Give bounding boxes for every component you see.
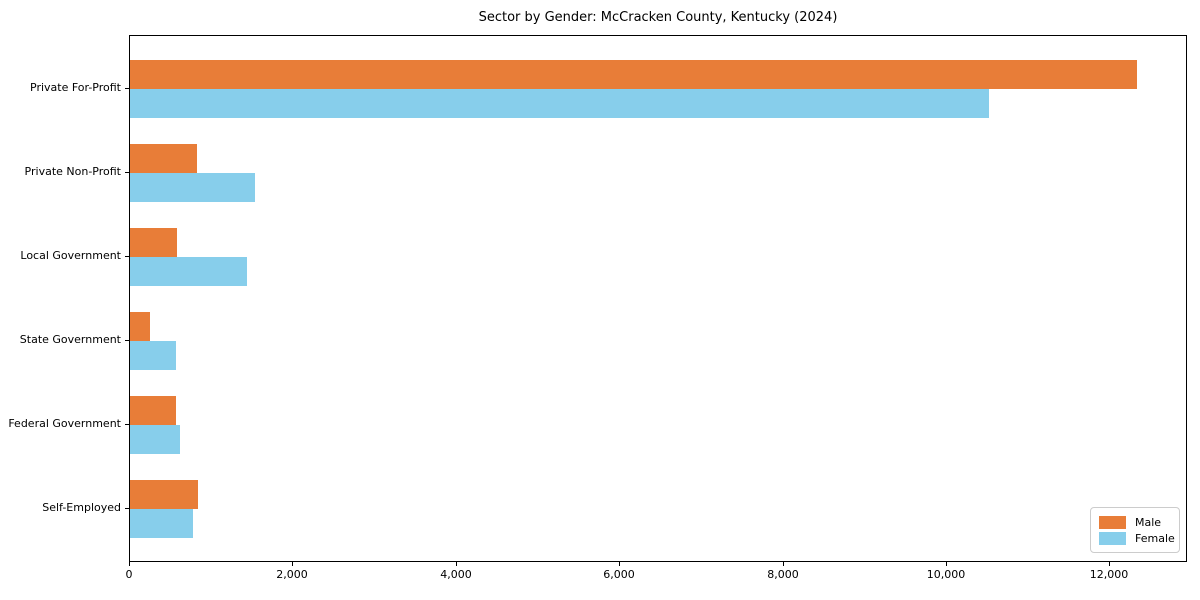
y-tick-mark [125,256,129,257]
y-tick-mark [125,340,129,341]
x-tick-mark [1109,562,1110,566]
x-tick-label-2000: 2,000 [276,568,308,581]
bar-female-federal-government [130,425,180,454]
x-tick-label-8000: 8,000 [767,568,799,581]
x-tick-mark [456,562,457,566]
y-tick-label-state-government: State Government [19,333,121,346]
plot-area [129,35,1187,562]
legend-swatch-male [1099,516,1126,529]
x-tick-mark [783,562,784,566]
legend-label-female: Female [1135,532,1175,545]
y-tick-label-federal-government: Federal Government [8,417,121,430]
bar-female-private-for-profit [130,89,989,118]
legend: Male Female [1090,507,1180,553]
bar-female-state-government [130,341,176,370]
x-tick-mark [292,562,293,566]
x-tick-label-10000: 10,000 [926,568,966,581]
x-tick-mark [129,562,130,566]
x-tick-label-12000: 12,000 [1089,568,1129,581]
bar-male-private-for-profit [130,60,1137,89]
bar-male-state-government [130,312,150,341]
y-tick-label-self-employed: Self-Employed [42,501,121,514]
y-tick-mark [125,172,129,173]
bar-female-local-government [130,257,247,286]
y-tick-mark [125,88,129,89]
bar-male-local-government [130,228,177,257]
x-tick-mark [946,562,947,566]
x-tick-label-4000: 4,000 [440,568,472,581]
bar-female-self-employed [130,509,193,538]
legend-entry-female: Female [1099,531,1175,546]
legend-swatch-female [1099,532,1126,545]
legend-label-male: Male [1135,516,1162,529]
bar-male-private-non-profit [130,144,197,173]
x-tick-mark [619,562,620,566]
y-tick-label-local-government: Local Government [20,249,121,262]
legend-entry-male: Male [1099,515,1171,530]
x-tick-label-0: 0 [125,568,133,581]
y-tick-mark [125,424,129,425]
bar-female-private-non-profit [130,173,255,202]
y-tick-mark [125,508,129,509]
chart-title: Sector by Gender: McCracken County, Kent… [478,10,838,25]
bar-male-self-employed [130,480,198,509]
bar-male-federal-government [130,396,176,425]
x-tick-label-6000: 6,000 [603,568,635,581]
y-tick-label-private-non-profit: Private Non-Profit [24,165,121,178]
y-tick-label-private-for-profit: Private For-Profit [30,81,121,94]
